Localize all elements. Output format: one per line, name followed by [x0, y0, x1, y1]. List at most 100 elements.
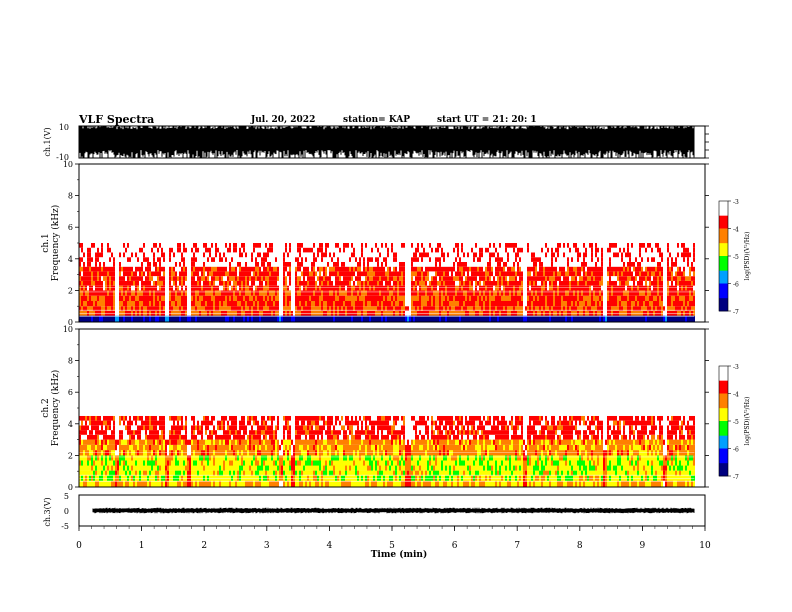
time-tick-label: 2: [201, 541, 207, 551]
colorbar-swatch: [719, 378, 728, 382]
colorbar-swatch: [719, 428, 728, 431]
colorbar-swatch: [719, 259, 728, 262]
colorbar-swatch: [719, 371, 728, 374]
time-tick-label: 5: [389, 541, 395, 551]
spectrogram-ytick-label: 6: [68, 223, 73, 232]
ch1-ytick-bottom: -10: [56, 153, 69, 162]
colorbar-swatch: [719, 393, 728, 396]
colorbar-swatch: [719, 246, 728, 250]
colorbar-swatch: [719, 421, 728, 424]
colorbar-swatch: [719, 406, 728, 409]
time-tick-label: 1: [139, 541, 145, 551]
colorbar-swatch: [719, 287, 728, 290]
time-tick-label: 10: [699, 541, 711, 551]
colorbar-swatch: [719, 285, 728, 288]
colorbar-tick-label: -5: [733, 254, 739, 261]
time-axis-label: Time (min): [371, 549, 428, 560]
colorbar-swatch: [719, 410, 728, 413]
colorbar-swatch: [719, 279, 728, 283]
colorbar-swatch: [719, 201, 728, 204]
colorbar-swatch: [719, 250, 728, 253]
colorbar-tick-label: -4: [733, 392, 739, 399]
colorbar-swatch: [719, 237, 728, 240]
colorbar-swatch: [719, 430, 728, 433]
colorbar-swatch: [719, 382, 728, 385]
colorbar-swatch: [719, 298, 728, 301]
colorbar-swatch: [719, 373, 728, 376]
ch2-spectrogram-channel-label: ch.2: [41, 398, 51, 417]
time-tick-label: 6: [452, 541, 458, 551]
time-tick-label: 8: [577, 541, 583, 551]
colorbar-swatch: [719, 248, 728, 251]
spectrogram-ytick-label: 8: [68, 192, 73, 201]
ch2-spectrogram-image: [79, 329, 705, 487]
colorbar-swatch: [719, 215, 728, 218]
colorbar-swatch: [719, 413, 728, 416]
colorbar-swatch: [719, 454, 728, 457]
colorbar-swatch: [719, 404, 728, 407]
colorbar-swatch: [719, 444, 728, 448]
colorbar-swatch: [719, 208, 728, 211]
time-tick-label: 3: [264, 541, 270, 551]
panel-ch1-waveform: 10 -10 ch.1(V): [43, 123, 709, 162]
colorbar-tick-label: -6: [733, 447, 739, 454]
colorbar-swatch: [719, 459, 728, 462]
ch1-spectrogram-yaxis: 0 2 4 6 8 10: [63, 160, 709, 327]
start-time-label: start UT = 21: 20: 1: [437, 115, 537, 125]
colorbar-swatch: [719, 450, 728, 453]
colorbar-swatch: [719, 234, 728, 237]
ch1-spectrogram-image: [79, 164, 705, 322]
time-tick-label: 9: [640, 541, 646, 551]
spectrogram-ytick-label: 4: [68, 255, 73, 264]
colorbar-swatch: [719, 399, 728, 402]
colorbar-swatch: [719, 256, 728, 259]
spectrogram-ytick-label: 6: [68, 388, 73, 397]
spectrogram-ytick-label: 8: [68, 357, 73, 366]
ch2-spectrogram-yaxis: 0 2 4 6 8 10: [63, 325, 709, 492]
colorbar-swatch: [719, 455, 728, 459]
colorbar-swatch: [719, 400, 728, 404]
colorbar-swatch: [719, 210, 728, 213]
colorbar-swatch: [719, 391, 728, 394]
colorbar-swatch: [719, 221, 728, 224]
colorbar-swatch: [719, 439, 728, 442]
colorbar-swatch: [719, 395, 728, 398]
colorbar-swatch: [719, 290, 728, 294]
station-label: station= KAP: [343, 115, 411, 125]
colorbar-swatch: [719, 300, 728, 303]
colorbar-swatch: [719, 369, 728, 372]
colorbar-swatch: [719, 408, 728, 411]
time-tick-label: 7: [514, 541, 520, 551]
colorbar-swatch: [719, 419, 728, 422]
time-tick-label: 0: [76, 541, 82, 551]
colorbar-swatch: [719, 252, 728, 255]
colorbar-swatch: [719, 270, 728, 273]
colorbar-tick-label: -7: [733, 474, 739, 481]
colorbar-swatch: [719, 281, 728, 284]
colorbar-swatch: [719, 367, 728, 371]
colorbar-tick-label: -6: [733, 282, 739, 289]
colorbar-swatch: [719, 223, 728, 226]
colorbar-swatch: [719, 424, 728, 427]
recording-date: Jul. 20, 2022: [251, 115, 316, 125]
colorbar-swatch: [719, 474, 728, 477]
colorbar-swatch: [719, 217, 728, 220]
ch1-waveform-trace: [79, 126, 695, 158]
colorbar-swatch: [719, 443, 728, 446]
colorbar-swatch: [719, 468, 728, 471]
colorbar-swatch: [719, 254, 728, 257]
colorbar-swatch: [719, 380, 728, 383]
colorbar-swatch: [719, 245, 728, 248]
colorbar-swatch: [719, 397, 728, 400]
ch1-spectrogram-ylabel: Frequency (kHz): [50, 205, 61, 282]
spectrogram-ytick-label: 4: [68, 420, 73, 429]
colorbar-swatch: [719, 212, 728, 215]
colorbar-swatch: [719, 294, 728, 297]
colorbar-swatch: [719, 263, 728, 266]
colorbar-swatch: [719, 465, 728, 468]
colorbar-swatch: [719, 276, 728, 279]
time-tick-label: 4: [327, 541, 333, 551]
colorbar-swatch: [719, 283, 728, 286]
colorbar-swatch: [719, 388, 728, 391]
colorbar-swatch: [719, 241, 728, 244]
